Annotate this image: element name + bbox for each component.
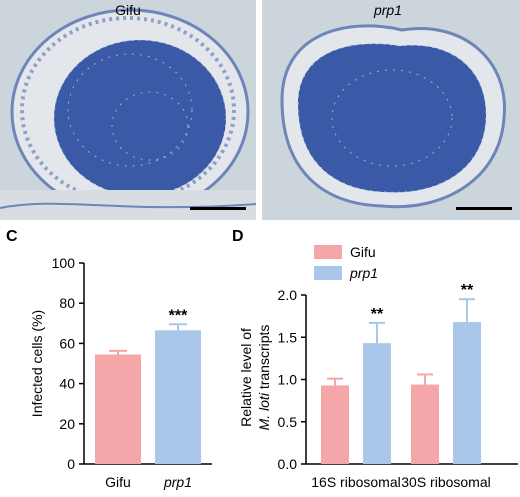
micrograph-gifu-image [0,0,256,220]
chart-d-bar-0-1 [363,343,391,464]
chart-c-ytick-label-0: 0 [67,456,75,472]
chart-d-transcripts: 0.0 0.5 1.0 1.5 2.0 Relative level of M. loti … [238,244,518,490]
chart-c-bar-1 [155,330,201,464]
panel-letter-d: D [232,228,244,245]
chart-c-ytick-label-4: 80 [59,295,75,311]
chart-d-legend-swatch-1 [314,266,342,280]
chart-c-bar-0 [95,354,141,464]
chart-c-significance-1: *** [169,307,188,324]
chart-c-infected-cells: 0 20 40 60 80 100 Infected cells (%) Gifu prp1 **… [29,255,212,490]
panel-letter-c: C [6,228,18,245]
chart-d-ylabel-line2: M. loti transcripts [256,325,272,431]
chart-c-xtick-label-0: Gifu [105,474,131,490]
chart-c-xtick-label-1: prp1 [163,474,192,490]
chart-c-ytick-label-5: 100 [52,255,76,271]
chart-d-ylabel-suffix: transcripts [256,325,272,393]
chart-c-ytick-label-3: 60 [59,335,75,351]
chart-d-bar-0-0 [321,385,349,464]
chart-d-legend-label-1: prp1 [349,265,378,281]
chart-d-ylabel-species: M. loti [256,392,272,430]
chart-d-xtick-label-0: 16S ribosomal [311,474,401,490]
chart-d-xtick-label-1: 30S ribosomal [401,474,491,490]
chart-d-ytick-label-3: 1.5 [278,329,298,345]
chart-d-ylabel-line1: Relative level of [238,328,254,427]
micrograph-gifu-title: Gifu [115,2,141,18]
chart-d-ytick-label-2: 1.0 [278,372,298,388]
chart-d-ytick-label-0: 0.0 [278,456,298,472]
chart-c-ytick-label-1: 20 [59,416,75,432]
chart-d-legend-swatch-0 [314,245,342,259]
chart-d-significance-1: ** [461,282,474,299]
scale-bar-a [190,207,246,210]
micrograph-prp1-image [262,0,520,220]
chart-d-ytick-label-4: 2.0 [278,287,298,303]
scale-bar-b [456,207,512,210]
chart-c-ytick-label-2: 40 [59,376,75,392]
chart-c-ylabel: Infected cells (%) [29,310,45,417]
chart-d-significance-0: ** [371,306,384,323]
micrograph-gifu [0,0,256,220]
chart-d-ytick-label-1: 0.5 [278,414,298,430]
chart-d-bar-1-1 [453,322,481,464]
micrograph-prp1-title: prp1 [373,2,403,18]
chart-d-bar-1-0 [411,384,439,464]
chart-d-legend-label-0: Gifu [350,244,376,260]
micrograph-prp1 [262,0,520,220]
